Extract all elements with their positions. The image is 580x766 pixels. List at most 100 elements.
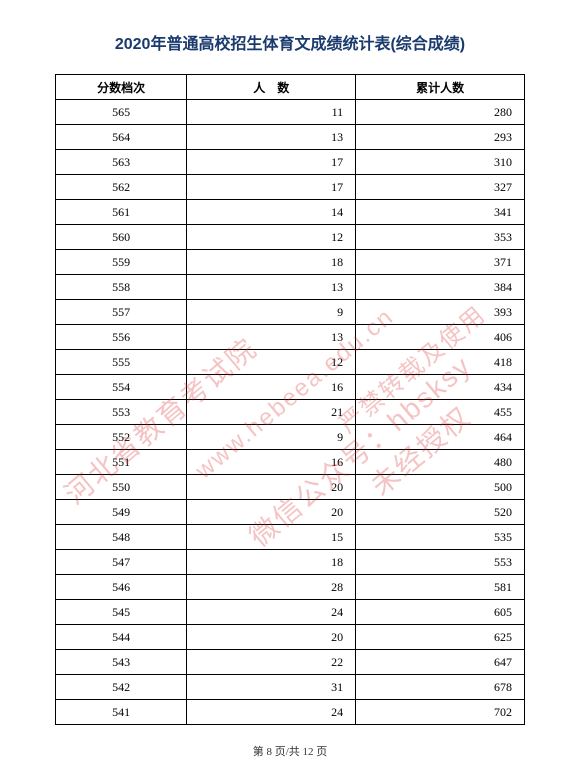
table-cell: 605 <box>356 600 525 625</box>
col-header-count: 人 数 <box>187 75 356 100</box>
table-cell: 543 <box>56 650 187 675</box>
table-cell: 393 <box>356 300 525 325</box>
col-header-cum: 累计人数 <box>356 75 525 100</box>
score-table: 分数档次 人 数 累计人数 56511280564132935631731056… <box>55 74 525 725</box>
table-cell: 480 <box>356 450 525 475</box>
table-cell: 520 <box>356 500 525 525</box>
table-cell: 647 <box>356 650 525 675</box>
table-cell: 551 <box>56 450 187 475</box>
table-cell: 24 <box>187 600 356 625</box>
table-cell: 678 <box>356 675 525 700</box>
table-cell: 17 <box>187 175 356 200</box>
table-cell: 542 <box>56 675 187 700</box>
table-cell: 28 <box>187 575 356 600</box>
table-cell: 12 <box>187 350 356 375</box>
table-row: 54718553 <box>56 550 525 575</box>
table-row: 54628581 <box>56 575 525 600</box>
table-cell: 31 <box>187 675 356 700</box>
table-row: 56317310 <box>56 150 525 175</box>
table-row: 56114341 <box>56 200 525 225</box>
table-row: 5579393 <box>56 300 525 325</box>
table-row: 55813384 <box>56 275 525 300</box>
table-cell: 13 <box>187 125 356 150</box>
table-cell: 550 <box>56 475 187 500</box>
table-cell: 556 <box>56 325 187 350</box>
table-cell: 9 <box>187 300 356 325</box>
table-cell: 341 <box>356 200 525 225</box>
table-cell: 464 <box>356 425 525 450</box>
table-cell: 500 <box>356 475 525 500</box>
table-row: 54124702 <box>56 700 525 725</box>
table-cell: 384 <box>356 275 525 300</box>
table-body: 5651128056413293563173105621732756114341… <box>56 100 525 725</box>
table-cell: 557 <box>56 300 187 325</box>
table-cell: 562 <box>56 175 187 200</box>
table-cell: 418 <box>356 350 525 375</box>
table-row: 54524605 <box>56 600 525 625</box>
table-row: 54815535 <box>56 525 525 550</box>
table-cell: 14 <box>187 200 356 225</box>
table-cell: 625 <box>356 625 525 650</box>
table-cell: 280 <box>356 100 525 125</box>
table-cell: 24 <box>187 700 356 725</box>
table-cell: 561 <box>56 200 187 225</box>
table-row: 56217327 <box>56 175 525 200</box>
table-cell: 552 <box>56 425 187 450</box>
table-row: 55918371 <box>56 250 525 275</box>
table-cell: 560 <box>56 225 187 250</box>
table-cell: 559 <box>56 250 187 275</box>
page-title: 2020年普通高校招生体育文成绩统计表(综合成绩) <box>55 30 525 54</box>
table-row: 56012353 <box>56 225 525 250</box>
table-row: 55512418 <box>56 350 525 375</box>
table-cell: 406 <box>356 325 525 350</box>
table-cell: 22 <box>187 650 356 675</box>
table-cell: 565 <box>56 100 187 125</box>
table-cell: 20 <box>187 475 356 500</box>
table-cell: 11 <box>187 100 356 125</box>
table-cell: 545 <box>56 600 187 625</box>
table-cell: 327 <box>356 175 525 200</box>
table-header-row: 分数档次 人 数 累计人数 <box>56 75 525 100</box>
table-cell: 553 <box>56 400 187 425</box>
table-cell: 16 <box>187 450 356 475</box>
table-cell: 535 <box>356 525 525 550</box>
table-cell: 293 <box>356 125 525 150</box>
table-cell: 16 <box>187 375 356 400</box>
table-row: 55416434 <box>56 375 525 400</box>
table-row: 55116480 <box>56 450 525 475</box>
table-cell: 548 <box>56 525 187 550</box>
table-cell: 702 <box>356 700 525 725</box>
table-row: 54420625 <box>56 625 525 650</box>
table-cell: 17 <box>187 150 356 175</box>
table-cell: 20 <box>187 625 356 650</box>
table-cell: 564 <box>56 125 187 150</box>
table-cell: 18 <box>187 550 356 575</box>
table-cell: 20 <box>187 500 356 525</box>
table-cell: 563 <box>56 150 187 175</box>
table-cell: 13 <box>187 325 356 350</box>
table-cell: 18 <box>187 250 356 275</box>
table-row: 56511280 <box>56 100 525 125</box>
table-cell: 555 <box>56 350 187 375</box>
table-cell: 13 <box>187 275 356 300</box>
table-cell: 12 <box>187 225 356 250</box>
table-cell: 541 <box>56 700 187 725</box>
table-cell: 544 <box>56 625 187 650</box>
table-cell: 371 <box>356 250 525 275</box>
table-row: 55020500 <box>56 475 525 500</box>
table-row: 54231678 <box>56 675 525 700</box>
table-cell: 553 <box>356 550 525 575</box>
col-header-score: 分数档次 <box>56 75 187 100</box>
table-cell: 554 <box>56 375 187 400</box>
table-cell: 15 <box>187 525 356 550</box>
table-row: 55321455 <box>56 400 525 425</box>
table-cell: 549 <box>56 500 187 525</box>
table-row: 56413293 <box>56 125 525 150</box>
table-cell: 9 <box>187 425 356 450</box>
table-row: 5529464 <box>56 425 525 450</box>
table-row: 55613406 <box>56 325 525 350</box>
document-page: 2020年普通高校招生体育文成绩统计表(综合成绩) 分数档次 人 数 累计人数 … <box>0 0 580 766</box>
table-cell: 546 <box>56 575 187 600</box>
table-row: 54322647 <box>56 650 525 675</box>
table-cell: 455 <box>356 400 525 425</box>
